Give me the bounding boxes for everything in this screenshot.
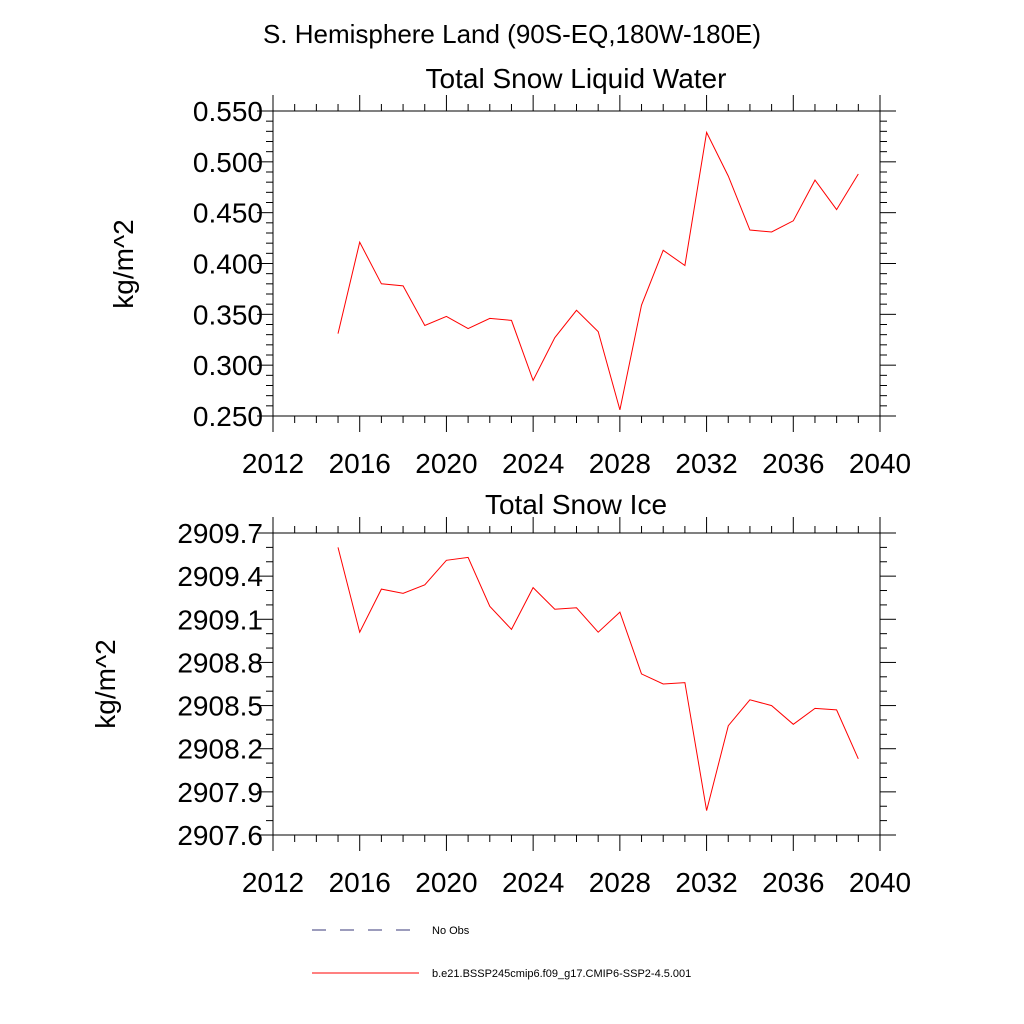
x-tick-label: 2032: [675, 867, 737, 898]
series-line: [337, 547, 859, 811]
x-tick-label: 2016: [329, 448, 391, 479]
panel-snow-ice: Total Snow Ice kg/m^2 2012 2016 2020 2024 20…: [90, 489, 911, 898]
y-tick-label: 2909.1: [177, 604, 263, 635]
y-tick-label: 2908.5: [177, 691, 263, 722]
x-tick-label: 2012: [242, 448, 304, 479]
x-tick-label: 2020: [415, 448, 477, 479]
x-tick-label: 2032: [675, 448, 737, 479]
x-tick-label: 2024: [502, 867, 564, 898]
x-tick-label: 2028: [589, 448, 651, 479]
y-tick-label: 2907.6: [177, 820, 263, 851]
x-tick-label: 2036: [762, 448, 824, 479]
legend-label-model: b.e21.BSSP245cmip6.f09_g17.CMIP6-SSP2-4.…: [432, 968, 691, 980]
x-tick-label: 2024: [502, 448, 564, 479]
y-tick-label: 0.350: [193, 299, 263, 330]
y-tick-label: 0.500: [193, 147, 263, 178]
x-tick-label: 2040: [849, 867, 911, 898]
plot-frame: [272, 532, 881, 836]
y-tick-label: 0.550: [193, 96, 263, 127]
legend-label-no-obs: No Obs: [432, 925, 470, 937]
y-tick-label: 0.300: [193, 350, 263, 381]
x-tick-label: 2016: [329, 867, 391, 898]
y-tick-label: 2907.9: [177, 777, 263, 808]
x-tick-label: 2040: [849, 448, 911, 479]
chart-title: Total Snow Ice: [485, 489, 667, 520]
y-tick-label: 2908.8: [177, 647, 263, 678]
x-tick-label: 2020: [415, 867, 477, 898]
y-tick-label: 2909.4: [177, 561, 263, 592]
y-axis-label: kg/m^2: [90, 639, 121, 728]
x-tick-label: 2012: [242, 867, 304, 898]
legend: No Obs b.e21.BSSP245cmip6.f09_g17.CMIP6-…: [312, 925, 691, 980]
y-tick-label: 0.450: [193, 198, 263, 229]
y-axis-label: kg/m^2: [108, 219, 139, 308]
figure-suptitle: S. Hemisphere Land (90S-EQ,180W-180E): [263, 19, 761, 49]
x-tick-label: 2036: [762, 867, 824, 898]
plot-frame: [272, 110, 881, 417]
y-tick-label: 2909.7: [177, 518, 263, 549]
series-line: [337, 130, 859, 411]
y-tick-label: 2908.2: [177, 734, 263, 765]
y-tick-label: 0.250: [193, 401, 263, 432]
panel-snow-liquid-water: Total Snow Liquid Water kg/m^2 2012 2016 2…: [108, 63, 911, 479]
x-tick-label: 2028: [589, 867, 651, 898]
y-tick-label: 0.400: [193, 249, 263, 280]
chart-title: Total Snow Liquid Water: [426, 63, 727, 94]
